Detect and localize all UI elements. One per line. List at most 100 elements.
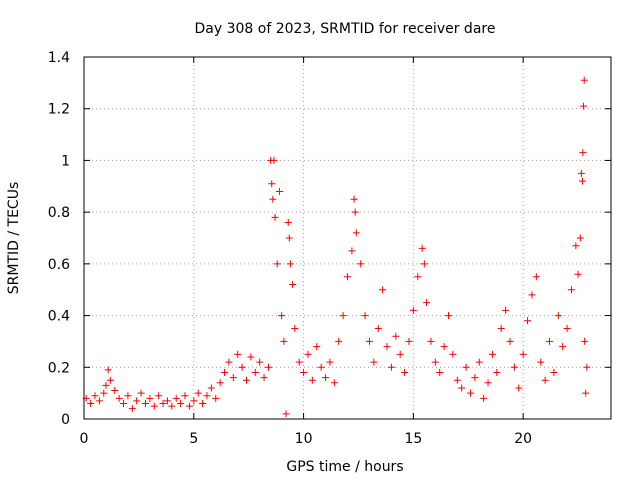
- data-point: [330, 379, 338, 387]
- data-point: [563, 325, 571, 332]
- data-point: [181, 392, 189, 400]
- data-point: [361, 312, 369, 320]
- data-point: [532, 273, 540, 281]
- data-point: [199, 399, 207, 407]
- data-point: [238, 363, 246, 371]
- data-point: [583, 363, 591, 371]
- data-point: [295, 358, 303, 366]
- data-point: [453, 376, 461, 384]
- data-point: [221, 368, 229, 376]
- data-point: [546, 337, 554, 345]
- data-point: [194, 389, 202, 397]
- data-point: [260, 374, 268, 382]
- data-point: [185, 402, 193, 410]
- data-point: [506, 337, 514, 345]
- data-point: [271, 213, 279, 221]
- data-point: [141, 399, 149, 407]
- y-tick-label: 1: [61, 153, 70, 169]
- chart-title: Day 308 of 2023, SRMTID for receiver dar…: [195, 21, 496, 37]
- data-point: [405, 337, 413, 345]
- data-point: [251, 368, 259, 376]
- data-point: [458, 384, 466, 392]
- x-axis-label: GPS time / hours: [286, 459, 403, 475]
- y-tick-label: 0: [61, 412, 70, 428]
- y-tick-label: 0.4: [48, 309, 70, 325]
- data-point: [576, 234, 584, 242]
- data-point: [401, 368, 409, 376]
- data-point: [87, 399, 95, 407]
- data-point: [445, 312, 453, 320]
- data-point: [155, 392, 163, 400]
- data-point: [396, 350, 404, 358]
- data-point: [133, 397, 141, 405]
- data-point: [286, 260, 294, 268]
- data-point: [190, 397, 198, 405]
- y-tick-label: 0.8: [48, 205, 70, 221]
- data-point: [449, 350, 457, 358]
- data-point: [326, 358, 334, 366]
- data-point: [168, 402, 176, 410]
- data-point: [352, 229, 360, 237]
- data-point: [115, 394, 123, 402]
- data-point: [285, 234, 293, 242]
- y-axis-label: SRMTID / TECUs: [6, 182, 22, 295]
- data-point: [339, 312, 347, 320]
- data-point: [423, 299, 431, 307]
- data-point: [120, 399, 128, 407]
- data-point: [541, 376, 549, 384]
- x-tick-label: 10: [295, 431, 313, 447]
- data-point: [351, 208, 359, 216]
- data-point: [537, 358, 545, 366]
- data-point: [335, 337, 343, 345]
- data-point: [291, 325, 299, 332]
- data-point: [387, 363, 395, 371]
- x-tick-label: 0: [80, 431, 89, 447]
- y-tick-label: 1.2: [48, 102, 70, 118]
- data-point: [104, 366, 112, 374]
- data-point: [572, 242, 580, 250]
- data-point: [313, 343, 321, 351]
- data-point: [528, 291, 536, 299]
- data-point: [484, 379, 492, 387]
- data-point: [480, 394, 488, 402]
- data-point: [515, 384, 523, 392]
- data-point: [409, 306, 417, 314]
- data-point: [300, 368, 308, 376]
- data-point: [102, 381, 110, 389]
- y-tick-label: 1.4: [48, 50, 70, 66]
- data-point: [379, 286, 387, 294]
- data-point: [471, 374, 479, 382]
- data-point: [493, 368, 501, 376]
- data-point: [247, 353, 255, 361]
- data-point: [177, 399, 185, 407]
- data-point: [207, 384, 215, 392]
- data-point: [280, 337, 288, 345]
- data-point: [304, 350, 312, 358]
- data-point: [350, 195, 358, 203]
- data-point: [124, 392, 132, 400]
- data-point: [440, 343, 448, 351]
- data-point: [95, 397, 103, 405]
- data-point: [282, 410, 290, 418]
- data-point: [466, 389, 474, 397]
- data-point: [284, 218, 292, 226]
- data-point: [212, 394, 220, 402]
- data-point: [414, 273, 422, 281]
- data-point: [554, 312, 562, 320]
- data-point: [418, 244, 426, 252]
- data-point: [567, 286, 575, 294]
- x-tick-label: 15: [404, 431, 422, 447]
- y-tick-label: 0.2: [48, 360, 70, 376]
- data-point: [317, 363, 325, 371]
- data-point: [268, 180, 276, 188]
- data-point: [106, 376, 114, 384]
- data-point: [159, 399, 167, 407]
- data-point: [431, 358, 439, 366]
- data-point: [203, 392, 211, 400]
- data-point: [462, 363, 470, 371]
- data-point: [172, 394, 180, 402]
- data-point: [163, 397, 171, 405]
- data-point: [150, 402, 158, 410]
- data-point: [278, 312, 286, 320]
- data-point: [225, 358, 233, 366]
